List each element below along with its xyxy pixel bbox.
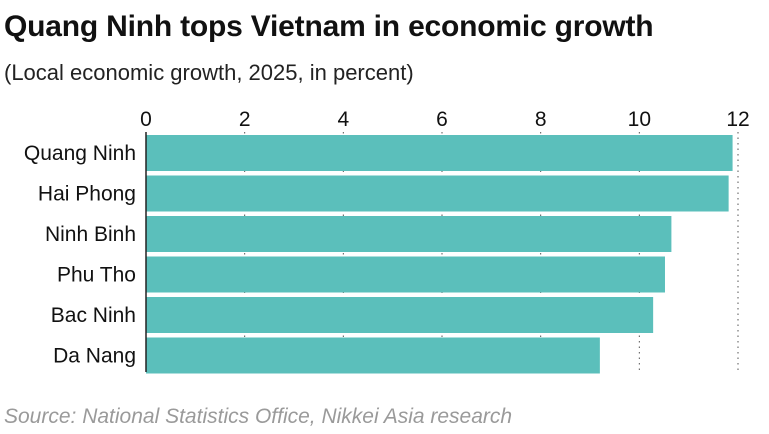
source-note: Source: National Statistics Office, Nikk… [4, 405, 513, 428]
x-tick-label-10: 10 [628, 108, 651, 131]
bar-hai-phong [146, 175, 729, 212]
bar-da-nang [146, 337, 600, 374]
x-tick-label-12: 12 [726, 108, 749, 131]
category-label-ninh-binh: Ninh Binh [45, 223, 136, 246]
x-tick-label-0: 0 [140, 108, 152, 131]
bar-quang-ninh [146, 135, 733, 171]
category-label-phu-tho: Phu Tho [57, 264, 136, 287]
bar-chart: 0 2 4 6 8 10 12 Quang Ninh Hai Phong Ninh Binh Phu… [24, 108, 750, 374]
bar-phu-tho [146, 256, 665, 293]
bar-bac-ninh [146, 297, 654, 333]
x-tick-label-2: 2 [239, 108, 251, 131]
category-label-bac-ninh: Bac Ninh [51, 304, 136, 327]
chart-subtitle: (Local economic growth, 2025, in percent… [4, 60, 414, 85]
category-label-quang-ninh: Quang Ninh [24, 142, 136, 165]
category-label-da-nang: Da Nang [53, 345, 136, 368]
chart-title: Quang Ninh tops Vietnam in economic grow… [4, 10, 654, 43]
category-label-hai-phong: Hai Phong [38, 183, 136, 206]
x-tick-label-8: 8 [535, 108, 547, 131]
bar-ninh-binh [146, 216, 672, 252]
x-tick-label-4: 4 [337, 108, 349, 131]
x-tick-label-6: 6 [436, 108, 448, 131]
